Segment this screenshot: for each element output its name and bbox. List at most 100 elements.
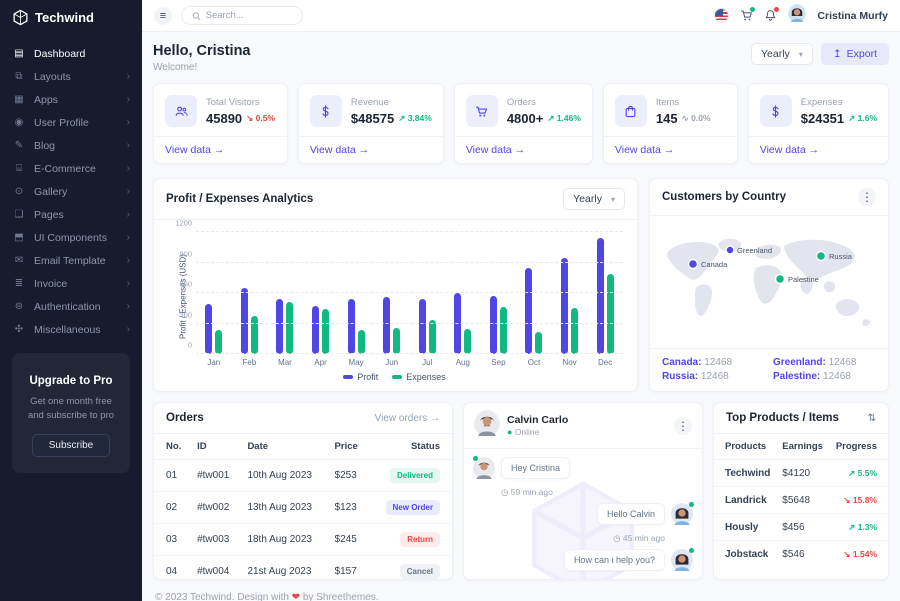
bar-profit-feb bbox=[240, 288, 248, 354]
footer: © 2023 Techwind. Design with ❤ by Shreet… bbox=[153, 580, 889, 601]
stat-label: Orders bbox=[506, 96, 536, 108]
view-data-link[interactable]: View data → bbox=[154, 136, 287, 163]
progress-value: ↗ 1.3% bbox=[848, 521, 877, 532]
chat-bubble: How can i help you? bbox=[563, 549, 665, 571]
user-name[interactable]: Cristina Murfy bbox=[817, 9, 888, 22]
online-dot bbox=[689, 502, 694, 507]
chart-legend: Profit Expenses bbox=[166, 367, 623, 386]
calvin-avatar bbox=[474, 410, 500, 441]
order-row[interactable]: 02 #tw002 13th Aug 2023 $123 New Order bbox=[154, 491, 452, 524]
view-data-link[interactable]: View data → bbox=[603, 136, 737, 163]
sidebar-item-user-profile[interactable]: ◉ User Profile › bbox=[0, 111, 142, 134]
sidebar-item-authentication[interactable]: ⊜ Authentication › bbox=[0, 295, 142, 318]
sidebar-item-ui-components[interactable]: ⬒ UI Components › bbox=[0, 226, 142, 249]
chart-y-tick: 900 bbox=[179, 249, 192, 258]
user-avatar[interactable] bbox=[788, 4, 807, 27]
view-data-link[interactable]: View data → bbox=[298, 136, 443, 163]
sidebar-item-ecommerce[interactable]: ⌸ E-Commerce › bbox=[0, 157, 142, 180]
sort-icon[interactable]: ⇅ bbox=[867, 412, 876, 424]
view-data-link[interactable]: View data → bbox=[454, 136, 592, 163]
sidebar-item-email-template[interactable]: ✉ Email Template › bbox=[0, 249, 142, 272]
product-row[interactable]: Landrick $5648 ↘ 15.8% bbox=[714, 486, 888, 514]
notifications-button[interactable] bbox=[764, 7, 780, 22]
bar-profit-dec bbox=[596, 237, 604, 354]
chart-gridline bbox=[196, 261, 623, 263]
map-label-palestine: Palestine bbox=[788, 275, 819, 284]
chat-more-options-icon[interactable]: ⋮ bbox=[674, 416, 692, 435]
search-box[interactable] bbox=[181, 6, 303, 25]
chat-status: ● Online bbox=[507, 427, 540, 437]
user-icon: ◉ bbox=[14, 117, 24, 128]
sidebar-item-dashboard[interactable]: ▤ Dashboard bbox=[0, 42, 142, 65]
bar-profit-sep bbox=[489, 295, 497, 354]
sidebar-item-blog[interactable]: ✎ Blog › bbox=[0, 134, 142, 157]
legend-item-expenses: Expenses bbox=[392, 372, 446, 382]
search-input[interactable] bbox=[205, 10, 292, 21]
bar-group-jan bbox=[205, 232, 223, 354]
subscribe-button[interactable]: Subscribe bbox=[31, 433, 111, 457]
bar-group-sep bbox=[489, 232, 507, 354]
legend-item-profit: Profit bbox=[343, 372, 378, 382]
chart-x-tick: Apr bbox=[314, 358, 327, 367]
bar-group-jul bbox=[418, 232, 436, 354]
stat-value: $48575 bbox=[350, 110, 395, 126]
stat-value: 4800+ bbox=[506, 110, 544, 126]
sidebar-item-layouts[interactable]: ⧉ Layouts › bbox=[0, 65, 142, 88]
more-options-icon[interactable]: ⋮ bbox=[858, 188, 876, 206]
sidebar-item-miscellaneous[interactable]: ✣ Miscellaneous › bbox=[0, 318, 142, 341]
visitors-icon bbox=[165, 95, 197, 127]
app-logo[interactable]: Techwind bbox=[0, 0, 142, 34]
chart-y-tick: 1200 bbox=[175, 218, 192, 228]
world-map-image: Canada Greenland Russia Palestine bbox=[667, 238, 871, 327]
chart-period-select[interactable]: Yearly ▾ bbox=[563, 188, 625, 210]
chevron-right-icon: › bbox=[126, 117, 130, 128]
bar-expenses-may bbox=[357, 329, 365, 354]
sidebar-item-apps[interactable]: ▦ Apps › bbox=[0, 88, 142, 111]
chart-x-tick: Dec bbox=[598, 358, 613, 367]
topbar: ≡ bbox=[142, 0, 900, 32]
hamburger-menu-button[interactable]: ≡ bbox=[154, 6, 172, 25]
bar-group-nov bbox=[561, 232, 579, 354]
status-badge: Delivered bbox=[389, 468, 440, 483]
chat-timestamp: ◷ 44 min ago bbox=[464, 578, 674, 579]
bar-profit-jul bbox=[418, 298, 426, 354]
bag-icon bbox=[614, 95, 647, 127]
sidebar-item-label: Miscellaneous bbox=[34, 323, 101, 336]
country-stats: Canada: 12468 Greenland: 12468 Russia: 1… bbox=[650, 348, 888, 391]
heart-icon: ❤ bbox=[291, 592, 301, 601]
stat-label: Items bbox=[655, 96, 680, 108]
product-row[interactable]: Hously $456 ↗ 1.3% bbox=[714, 513, 888, 541]
view-data-link[interactable]: View data → bbox=[748, 136, 888, 163]
chat-card: Calvin Carlo ● Online ⋮ Hey Cristina bbox=[463, 402, 703, 580]
sidebar-item-invoice[interactable]: ≣ Invoice › bbox=[0, 272, 142, 295]
progress-value: ↘ 1.54% bbox=[843, 548, 877, 559]
cart-icon bbox=[741, 10, 753, 21]
top-products-card: Top Products / Items ⇅ Products Earnings… bbox=[713, 402, 889, 580]
cart-icon bbox=[465, 95, 498, 127]
chart-gridline bbox=[196, 292, 623, 293]
chevron-right-icon: › bbox=[126, 301, 130, 312]
chevron-right-icon: › bbox=[126, 278, 130, 289]
chevron-down-icon: ▾ bbox=[610, 194, 615, 204]
period-select[interactable]: Yearly ▾ bbox=[751, 43, 813, 65]
product-row[interactable]: Techwind $4120 ↗ 5.5% bbox=[714, 459, 888, 487]
export-button[interactable]: ↥ Export bbox=[820, 43, 889, 65]
sidebar-item-pages[interactable]: ❏ Pages › bbox=[0, 203, 142, 226]
product-row[interactable]: Jobstack $546 ↘ 1.54% bbox=[725, 548, 877, 560]
sidebar-item-gallery[interactable]: ⊙ Gallery › bbox=[0, 180, 142, 203]
chevron-right-icon: › bbox=[126, 209, 130, 220]
bar-expenses-dec bbox=[606, 273, 614, 354]
stat-label: Expenses bbox=[800, 96, 843, 108]
chart-x-tick: Oct bbox=[527, 358, 541, 367]
stat-trend: ∿ 0.0% bbox=[681, 112, 711, 123]
view-orders-link[interactable]: View orders → bbox=[374, 412, 440, 424]
cart-button[interactable] bbox=[740, 7, 756, 22]
chevron-right-icon: › bbox=[126, 163, 130, 174]
chart-x-tick: Jul bbox=[422, 358, 433, 367]
chat-message-right: How can i help you? bbox=[464, 547, 702, 578]
us-flag-icon[interactable] bbox=[714, 8, 730, 23]
bar-profit-mar bbox=[276, 298, 284, 354]
order-row[interactable]: 03 #tw003 18th Aug 2023 $245 Return bbox=[154, 523, 452, 556]
order-row[interactable]: 04 #tw004 21st Aug 2023 $157 Cancel bbox=[154, 556, 452, 579]
order-row[interactable]: 01 #tw001 10th Aug 2023 $253 Delivered bbox=[154, 459, 452, 492]
